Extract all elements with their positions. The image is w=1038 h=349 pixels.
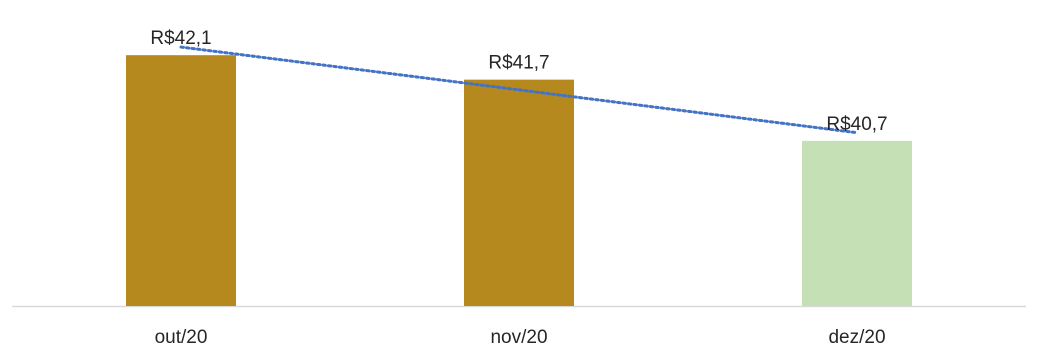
bars-group	[126, 55, 912, 307]
x-tick-label: dez/20	[828, 327, 885, 348]
x-tick-label: nov/20	[490, 327, 547, 348]
x-tick-labels-group: out/20 nov/20 dez/20	[155, 327, 886, 348]
data-labels-group: R$42,1 R$41,7 R$40,7	[150, 28, 887, 135]
bar-nov-20	[464, 79, 574, 306]
x-tick-label: out/20	[155, 327, 208, 348]
data-label: R$42,1	[150, 28, 211, 49]
bar-out-20	[126, 55, 236, 307]
data-label: R$40,7	[826, 114, 887, 135]
trendline	[179, 45, 859, 135]
bar-dez-20	[802, 140, 912, 306]
data-label: R$41,7	[488, 53, 549, 74]
